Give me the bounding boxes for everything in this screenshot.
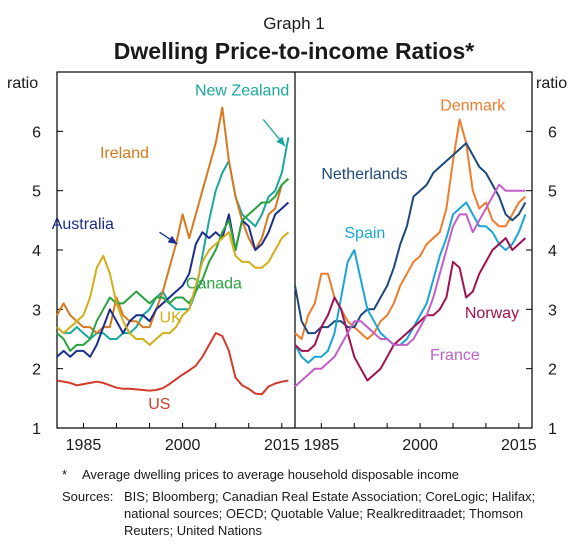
chart-title: Dwelling Price-to-income Ratios* bbox=[113, 38, 475, 64]
y-tick-label-left: 6 bbox=[32, 124, 41, 141]
series-line-uk bbox=[56, 231, 290, 346]
series-line-netherlands bbox=[294, 142, 527, 335]
series-label-uk: UK bbox=[159, 309, 182, 326]
x-tick-label: 1985 bbox=[66, 437, 102, 454]
y-tick-label-left: 2 bbox=[32, 362, 41, 379]
x-tick-label: 2015 bbox=[501, 437, 537, 454]
y-axis-label-left: ratio bbox=[7, 75, 38, 92]
y-axis-label-right: ratio bbox=[536, 75, 567, 92]
series-line-ireland bbox=[56, 106, 290, 335]
series-line-australia bbox=[56, 201, 290, 358]
series-line-us bbox=[56, 332, 289, 396]
series-line-norway bbox=[294, 237, 527, 382]
series-line-new-zealand bbox=[56, 137, 290, 340]
series-line-canada bbox=[56, 178, 290, 352]
arrowhead-australia bbox=[167, 235, 178, 245]
series-label-denmark: Denmark bbox=[440, 98, 506, 115]
y-tick-label-right: 3 bbox=[548, 302, 557, 319]
series-label-canada: Canada bbox=[186, 276, 242, 293]
x-tick-label: 2000 bbox=[165, 437, 201, 454]
series-label-ireland: Ireland bbox=[100, 145, 149, 162]
y-tick-label-right: 6 bbox=[548, 124, 557, 141]
x-tick-label: 2015 bbox=[264, 437, 300, 454]
series-label-us: US bbox=[148, 396, 170, 413]
footnote-marker: * bbox=[62, 467, 68, 482]
x-tick-label: 2000 bbox=[402, 437, 438, 454]
series-label-france: France bbox=[430, 347, 480, 364]
y-tick-label-right: 4 bbox=[548, 243, 557, 260]
y-tick-label-right: 5 bbox=[548, 184, 557, 201]
arrowhead-new-zealand bbox=[276, 136, 286, 147]
series-label-new-zealand: New Zealand bbox=[195, 83, 289, 100]
y-tick-label-left: 3 bbox=[32, 302, 41, 319]
footnote-text: Average dwelling prices to average house… bbox=[82, 467, 459, 482]
series-line-spain bbox=[294, 201, 527, 364]
series-line-france bbox=[294, 183, 526, 388]
y-tick-label-left: 5 bbox=[32, 184, 41, 201]
y-tick-label-left: 4 bbox=[32, 243, 41, 260]
y-tick-label-right: 1 bbox=[548, 421, 557, 438]
x-tick-label: 1985 bbox=[304, 437, 340, 454]
sources-text: BIS; Bloomberg; Canadian Real Estate Ass… bbox=[124, 489, 536, 538]
y-tick-label-left: 1 bbox=[32, 421, 41, 438]
sources-label: Sources: bbox=[62, 489, 114, 504]
graph-label: Graph 1 bbox=[263, 14, 325, 33]
series-label-spain: Spain bbox=[344, 225, 385, 242]
y-tick-label-right: 2 bbox=[548, 362, 557, 379]
series-label-norway: Norway bbox=[465, 305, 519, 322]
series-label-netherlands: Netherlands bbox=[321, 166, 407, 183]
series-label-australia: Australia bbox=[52, 216, 114, 233]
